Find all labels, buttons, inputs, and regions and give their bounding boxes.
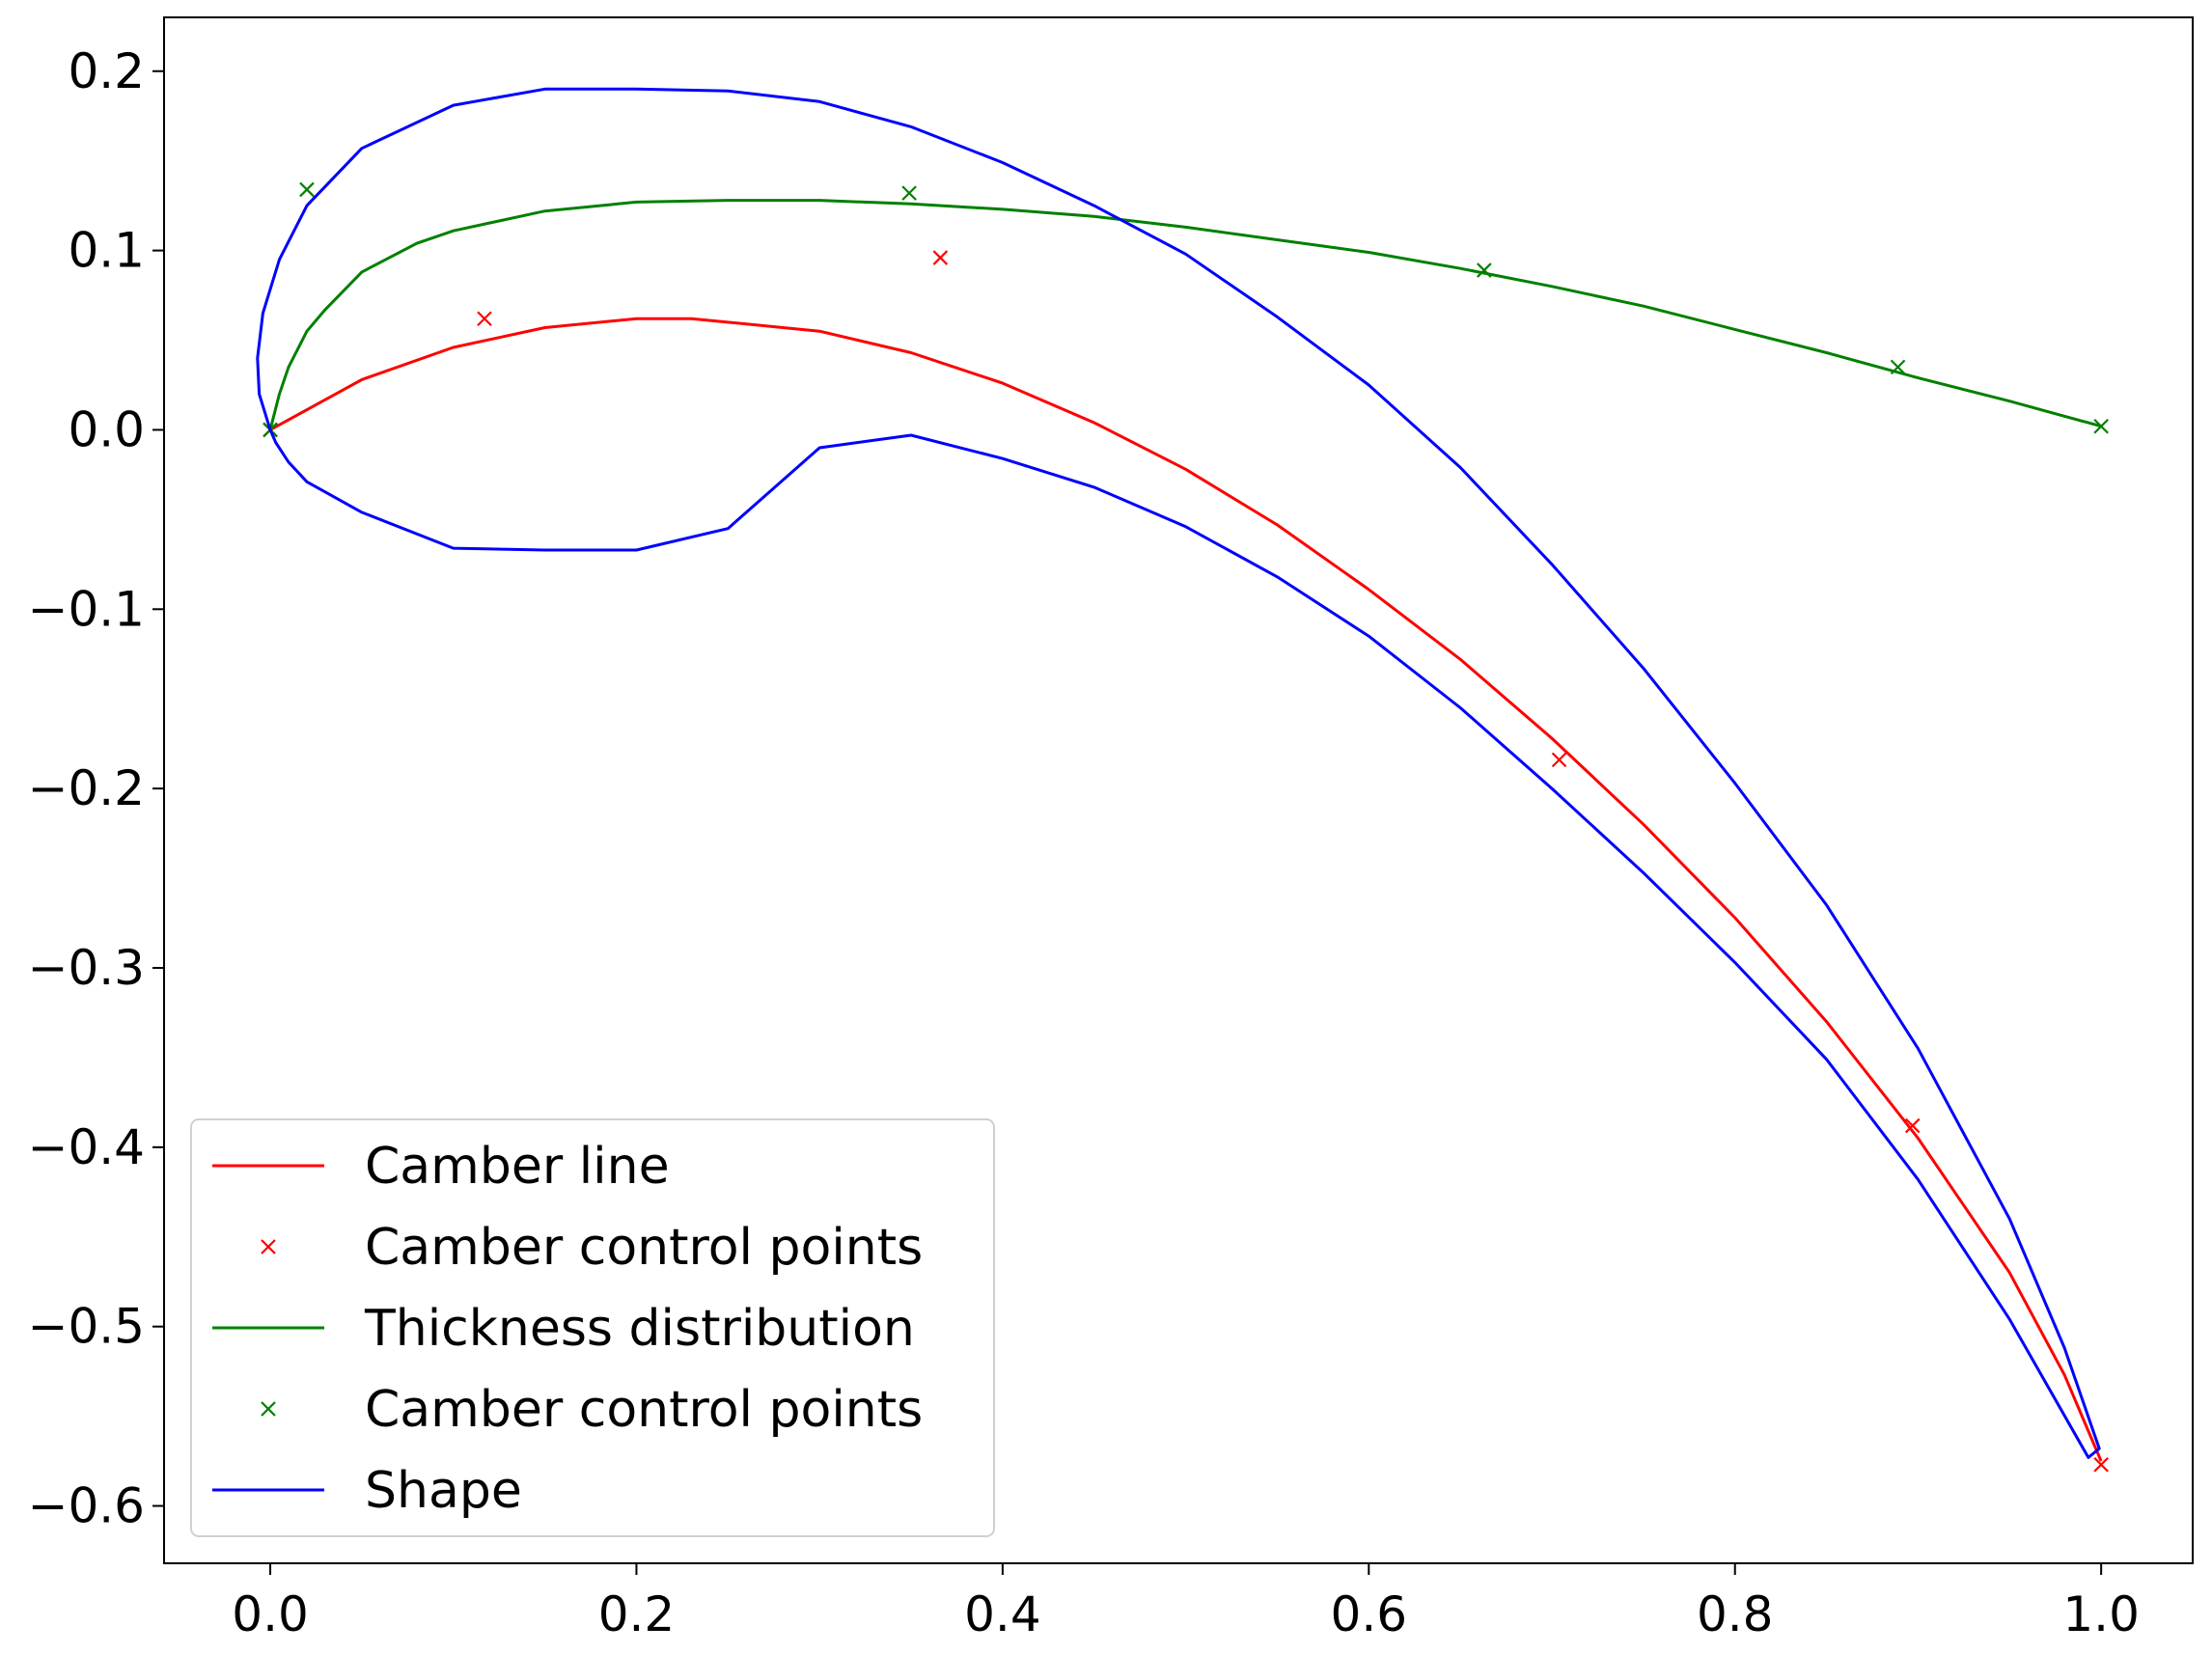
x-tick-label: 1.0	[2062, 1586, 2140, 1642]
series-line	[269, 317, 2103, 1462]
series-shape-4	[256, 87, 2101, 1459]
legend-label: Camber line	[365, 1138, 670, 1196]
legend-item: Camber control points	[261, 1219, 923, 1277]
data-point-marker	[1890, 359, 1906, 375]
data-point-marker	[1551, 752, 1567, 768]
x-tick-label: 0.2	[598, 1586, 676, 1642]
plot-area	[256, 87, 2109, 1473]
legend-label: Camber control points	[365, 1219, 923, 1277]
axis-ticks: 0.0 0.2 0.4 0.6 0.8 1.0 0.2 0.1 0.0 −0.1 −0.2 −0.3 −…	[28, 43, 2140, 1642]
data-point-marker	[299, 181, 315, 198]
data-point-marker	[2093, 1457, 2109, 1473]
data-point-marker	[2093, 418, 2109, 434]
data-point-marker	[1477, 262, 1492, 278]
legend-item: Camber control points	[261, 1381, 923, 1439]
data-point-marker	[901, 185, 917, 201]
data-point-marker	[932, 250, 949, 265]
x-tick-label: 0.6	[1331, 1586, 1408, 1642]
data-point-marker	[477, 311, 492, 327]
y-tick-label: −0.5	[28, 1299, 145, 1355]
legend-label: Thickness distribution	[364, 1300, 915, 1358]
axes-frame	[163, 16, 2194, 1564]
legend: Camber line Camber control points Thicknes…	[190, 1118, 995, 1537]
y-tick-label: −0.3	[28, 940, 145, 996]
y-tick-label: 0.2	[68, 43, 145, 99]
legend-marker-swatch	[261, 1239, 276, 1254]
series-line	[268, 199, 2102, 430]
legend-label: Camber control points	[365, 1381, 923, 1439]
y-tick-label: −0.4	[28, 1119, 145, 1175]
legend-item: Shape	[212, 1462, 522, 1520]
data-point-marker	[1904, 1117, 1921, 1134]
y-tick-label: −0.1	[28, 581, 145, 637]
legend-marker-swatch	[261, 1401, 276, 1417]
y-tick-label: −0.2	[28, 760, 145, 816]
series-line	[256, 87, 2101, 1459]
legend-item: Camber line	[212, 1138, 670, 1196]
legend-box	[190, 1118, 995, 1537]
y-tick-label: 0.0	[68, 401, 145, 457]
y-tick-label: 0.1	[68, 223, 145, 279]
x-tick-label: 0.8	[1697, 1586, 1774, 1642]
legend-item: Thickness distribution	[212, 1300, 915, 1358]
series-thickness-distribution-2	[268, 199, 2102, 430]
series-camber-control-points-3	[263, 181, 2109, 438]
series-camber-line-0	[269, 317, 2103, 1462]
legend-label: Shape	[365, 1462, 522, 1520]
x-tick-label: 0.4	[964, 1586, 1041, 1642]
y-tick-label: −0.6	[28, 1478, 145, 1534]
x-tick-label: 0.0	[232, 1586, 309, 1642]
